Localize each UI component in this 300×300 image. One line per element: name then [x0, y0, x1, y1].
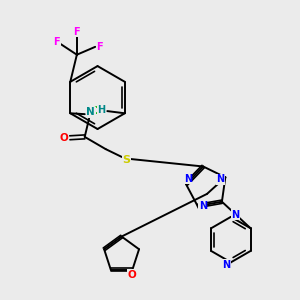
- Text: N: N: [184, 174, 192, 184]
- Text: N: N: [199, 201, 207, 211]
- Text: F: F: [53, 37, 60, 46]
- Text: N: N: [216, 175, 224, 184]
- Text: F: F: [74, 27, 80, 37]
- Text: O: O: [59, 133, 68, 143]
- Text: S: S: [122, 154, 130, 165]
- Text: O: O: [127, 270, 136, 280]
- Text: N: N: [86, 107, 95, 117]
- Text: Cl: Cl: [93, 106, 104, 116]
- Text: N: N: [231, 210, 239, 220]
- Text: F: F: [96, 42, 103, 52]
- Text: H: H: [97, 105, 105, 115]
- Text: N: N: [222, 260, 231, 269]
